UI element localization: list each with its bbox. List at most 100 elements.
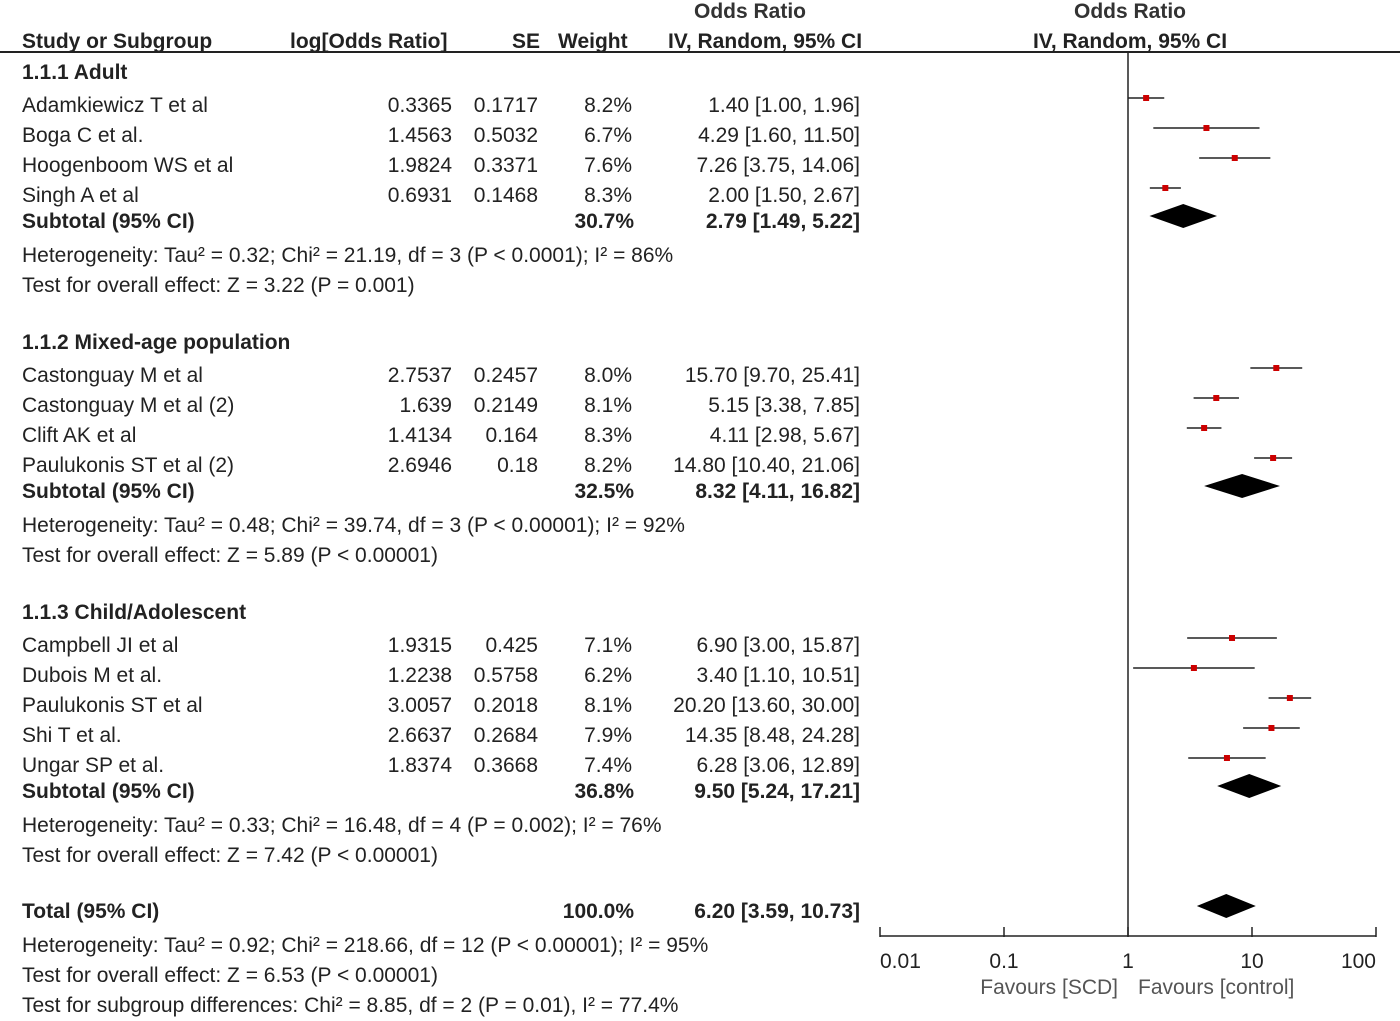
study-logor: 1.4134 bbox=[387, 424, 452, 447]
study-logor: 1.2238 bbox=[387, 664, 452, 687]
study-weight: 8.1% bbox=[584, 394, 632, 417]
study-weight: 8.3% bbox=[584, 184, 632, 207]
plot-column-title: Odds Ratio bbox=[1073, 0, 1186, 23]
subtotal-label: Subtotal (95% CI) bbox=[22, 780, 195, 803]
study-name: Paulukonis ST et al (2) bbox=[22, 454, 235, 477]
point-estimate-marker bbox=[1270, 455, 1277, 461]
study-name: Paulukonis ST et al bbox=[22, 694, 203, 717]
header-plot-method: IV, Random, 95% CI bbox=[1032, 30, 1228, 53]
favours-right-label: Favours [control] bbox=[1138, 976, 1294, 999]
study-ci: 5.15 [3.38, 7.85] bbox=[708, 394, 860, 417]
subgroup-title: 1.1.3 Child/Adolescent bbox=[22, 601, 247, 624]
study-weight: 7.9% bbox=[584, 724, 632, 747]
study-ci: 4.11 [2.98, 5.67] bbox=[709, 424, 860, 447]
header-rule bbox=[0, 51, 1400, 53]
study-se: 0.5758 bbox=[473, 664, 538, 687]
subgroup-title: 1.1.1 Adult bbox=[22, 61, 128, 84]
study-se: 0.2457 bbox=[473, 364, 538, 387]
subtotal-label: Subtotal (95% CI) bbox=[22, 210, 195, 233]
study-name: Castonguay M et al (2) bbox=[22, 394, 235, 417]
study-ci: 2.00 [1.50, 2.67] bbox=[708, 184, 860, 207]
study-se: 0.18 bbox=[497, 454, 538, 477]
study-name: Clift AK et al bbox=[22, 424, 137, 447]
heterogeneity-text: Heterogeneity: Tau² = 0.48; Chi² = 39.74… bbox=[22, 514, 685, 537]
point-estimate-marker bbox=[1223, 755, 1230, 761]
x-tick-label: 1 bbox=[1122, 950, 1134, 973]
header-study: Study or Subgroup bbox=[22, 30, 213, 53]
study-logor: 2.6946 bbox=[387, 454, 452, 477]
study-ci: 1.40 [1.00, 1.96] bbox=[708, 94, 860, 117]
total-heterogeneity-text: Heterogeneity: Tau² = 0.92; Chi² = 218.6… bbox=[22, 934, 709, 957]
study-se: 0.1468 bbox=[473, 184, 538, 207]
study-logor: 1.9315 bbox=[387, 634, 452, 657]
point-estimate-marker bbox=[1229, 635, 1236, 641]
point-estimate-marker bbox=[1268, 725, 1275, 731]
subtotal-ci: 8.32 [4.11, 16.82] bbox=[695, 480, 860, 503]
study-name: Boga C et al. bbox=[22, 124, 144, 147]
study-ci: 4.29 [1.60, 11.50] bbox=[698, 124, 860, 147]
study-name: Singh A et al bbox=[22, 184, 139, 207]
study-logor: 2.6637 bbox=[387, 724, 452, 747]
study-ci: 15.70 [9.70, 25.41] bbox=[684, 364, 860, 387]
point-estimate-marker bbox=[1190, 665, 1197, 671]
point-estimate-marker bbox=[1201, 425, 1208, 431]
study-ci: 6.28 [3.06, 12.89] bbox=[696, 754, 860, 777]
overall-effect-text: Test for overall effect: Z = 3.22 (P = 0… bbox=[22, 274, 415, 297]
header-log-odds-ratio: log[Odds Ratio] bbox=[290, 30, 448, 53]
subgroup-differences-text: Test for subgroup differences: Chi² = 8.… bbox=[22, 994, 679, 1017]
study-weight: 6.7% bbox=[584, 124, 632, 147]
total-label: Total (95% CI) bbox=[22, 900, 160, 923]
subtotal-weight: 36.8% bbox=[574, 780, 634, 803]
x-tick-label: 10 bbox=[1240, 950, 1263, 973]
study-ci: 7.26 [3.75, 14.06] bbox=[696, 154, 860, 177]
subtotal-diamond bbox=[1149, 204, 1217, 228]
study-name: Dubois M et al. bbox=[22, 664, 163, 687]
study-logor: 1.8374 bbox=[387, 754, 452, 777]
study-logor: 2.7537 bbox=[387, 364, 452, 387]
odds-ratio-column-title: Odds Ratio bbox=[693, 0, 806, 23]
total-ci: 6.20 [3.59, 10.73] bbox=[694, 900, 860, 923]
study-se: 0.3668 bbox=[473, 754, 538, 777]
study-weight: 7.6% bbox=[584, 154, 632, 177]
study-name: Adamkiewicz T et al bbox=[22, 94, 208, 117]
x-tick-label: 0.1 bbox=[989, 950, 1018, 973]
study-logor: 1.9824 bbox=[387, 154, 452, 177]
study-ci: 14.80 [10.40, 21.06] bbox=[673, 454, 860, 477]
study-weight: 8.2% bbox=[584, 454, 632, 477]
study-name: Campbell JI et al bbox=[22, 634, 179, 657]
point-estimate-marker bbox=[1273, 365, 1280, 371]
study-weight: 8.0% bbox=[584, 364, 632, 387]
subtotal-ci: 2.79 [1.49, 5.22] bbox=[705, 210, 860, 233]
study-se: 0.1717 bbox=[473, 94, 538, 117]
study-se: 0.425 bbox=[485, 634, 538, 657]
study-name: Castonguay M et al bbox=[22, 364, 203, 387]
study-logor: 0.6931 bbox=[387, 184, 452, 207]
study-weight: 7.1% bbox=[584, 634, 632, 657]
study-se: 0.3371 bbox=[473, 154, 538, 177]
point-estimate-marker bbox=[1143, 95, 1150, 101]
study-weight: 8.2% bbox=[584, 94, 632, 117]
study-ci: 14.35 [8.48, 24.28] bbox=[684, 724, 860, 747]
heterogeneity-text: Heterogeneity: Tau² = 0.32; Chi² = 21.19… bbox=[22, 244, 674, 267]
point-estimate-marker bbox=[1203, 125, 1210, 131]
study-logor: 1.4563 bbox=[387, 124, 452, 147]
header-or-method: IV, Random, 95% CI bbox=[667, 30, 863, 53]
subtotal-weight: 30.7% bbox=[574, 210, 634, 233]
x-tick-label: 100 bbox=[1341, 950, 1376, 973]
point-estimate-marker bbox=[1213, 395, 1220, 401]
study-se: 0.2018 bbox=[473, 694, 538, 717]
study-weight: 8.3% bbox=[584, 424, 632, 447]
study-ci: 20.20 [13.60, 30.00] bbox=[673, 694, 860, 717]
study-logor: 1.639 bbox=[399, 394, 452, 417]
point-estimate-marker bbox=[1286, 695, 1293, 701]
total-overall-effect-text: Test for overall effect: Z = 6.53 (P < 0… bbox=[22, 964, 438, 987]
subtotal-diamond bbox=[1217, 774, 1282, 798]
study-name: Hoogenboom WS et al bbox=[22, 154, 234, 177]
study-weight: 7.4% bbox=[584, 754, 632, 777]
study-name: Ungar SP et al. bbox=[22, 754, 165, 777]
total-weight: 100.0% bbox=[562, 900, 634, 923]
study-weight: 6.2% bbox=[584, 664, 632, 687]
study-name: Shi T et al. bbox=[22, 724, 122, 747]
study-se: 0.2684 bbox=[473, 724, 538, 747]
